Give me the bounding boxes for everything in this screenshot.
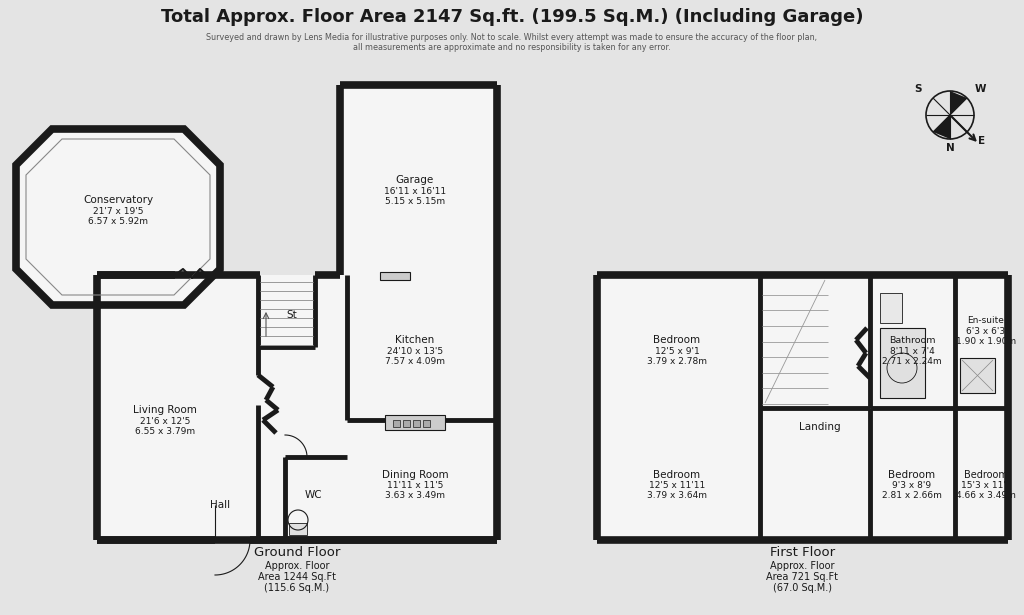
Text: Area 721 Sq.Ft: Area 721 Sq.Ft [767,572,839,582]
Text: all measurements are approximate and no responsibility is taken for any error.: all measurements are approximate and no … [353,42,671,52]
Text: W: W [974,84,986,94]
Bar [403,420,410,427]
Bar [393,420,400,427]
Text: 11'11 x 11'5: 11'11 x 11'5 [387,482,443,491]
Text: 2.81 x 2.66m: 2.81 x 2.66m [882,491,942,501]
Text: Ground Floor: Ground Floor [254,547,340,560]
Text: E: E [979,136,985,146]
Text: Bathroom: Bathroom [889,336,935,344]
Text: Approx. Floor: Approx. Floor [265,561,330,571]
Bar [289,523,307,535]
Text: 9'3 x 8'9: 9'3 x 8'9 [893,482,932,491]
Text: 8'11 x 7'4: 8'11 x 7'4 [890,346,934,355]
Text: Landing: Landing [799,422,841,432]
Text: 12'5 x 9'1: 12'5 x 9'1 [654,346,699,355]
Bar [959,358,995,393]
Text: Hall: Hall [210,500,230,510]
Text: 7.57 x 4.09m: 7.57 x 4.09m [385,357,445,365]
Bar [423,420,430,427]
Bar [385,415,445,430]
Text: 6'3 x 6'3: 6'3 x 6'3 [967,327,1006,336]
Text: Bedroom: Bedroom [889,470,936,480]
Text: En-suite: En-suite [968,315,1005,325]
Text: Total Approx. Floor Area 2147 Sq.ft. (199.5 Sq.M.) (Including Garage): Total Approx. Floor Area 2147 Sq.ft. (19… [161,8,863,26]
Text: Garage: Garage [396,175,434,185]
Text: WC: WC [304,490,322,500]
Text: 6.55 x 3.79m: 6.55 x 3.79m [135,426,195,435]
Polygon shape [16,129,220,305]
Text: 24'10 x 13'5: 24'10 x 13'5 [387,346,443,355]
Text: Area 1244 Sq.Ft: Area 1244 Sq.Ft [258,572,336,582]
Text: Approx. Floor: Approx. Floor [770,561,835,571]
Polygon shape [933,115,950,139]
Bar [413,420,420,427]
Bar [597,275,1008,540]
Text: 6.57 x 5.92m: 6.57 x 5.92m [88,216,148,226]
Text: Bedroom: Bedroom [964,470,1008,480]
Text: 3.63 x 3.49m: 3.63 x 3.49m [385,491,445,501]
Bar [880,328,925,398]
Text: Living Room: Living Room [133,405,197,415]
Text: 16'11 x 16'11: 16'11 x 16'11 [384,186,446,196]
Text: 3.79 x 2.78m: 3.79 x 2.78m [647,357,707,365]
Text: S: S [914,84,922,94]
Text: 1.90 x 1.90m: 1.90 x 1.90m [956,336,1016,346]
Text: 21'7 x 19'5: 21'7 x 19'5 [93,207,143,215]
Text: 4.66 x 3.49m: 4.66 x 3.49m [956,491,1016,501]
Bar [880,293,902,323]
Text: First Floor: First Floor [770,547,835,560]
Text: 12'5 x 11'11: 12'5 x 11'11 [649,482,706,491]
Text: Conservatory: Conservatory [83,195,153,205]
Text: 2.71 x 2.24m: 2.71 x 2.24m [883,357,942,365]
Bar [97,275,497,540]
Text: Surveyed and drawn by Lens Media for illustrative purposes only. Not to scale. W: Surveyed and drawn by Lens Media for ill… [207,33,817,41]
Text: N: N [945,143,954,153]
Text: 3.79 x 3.64m: 3.79 x 3.64m [647,491,707,501]
Text: Dining Room: Dining Room [382,470,449,480]
Bar [380,272,410,280]
Text: 5.15 x 5.15m: 5.15 x 5.15m [385,197,445,205]
Text: St: St [287,310,297,320]
Text: Kitchen: Kitchen [395,335,434,345]
Text: (67.0 Sq.M.): (67.0 Sq.M.) [773,583,831,593]
Text: Bedroom: Bedroom [653,335,700,345]
Text: 21'6 x 12'5: 21'6 x 12'5 [140,416,190,426]
Text: Bedroom: Bedroom [653,470,700,480]
Bar [340,85,497,275]
Polygon shape [950,91,967,115]
Text: 15'3 x 11'5: 15'3 x 11'5 [961,482,1012,491]
Text: (115.6 Sq.M.): (115.6 Sq.M.) [264,583,330,593]
